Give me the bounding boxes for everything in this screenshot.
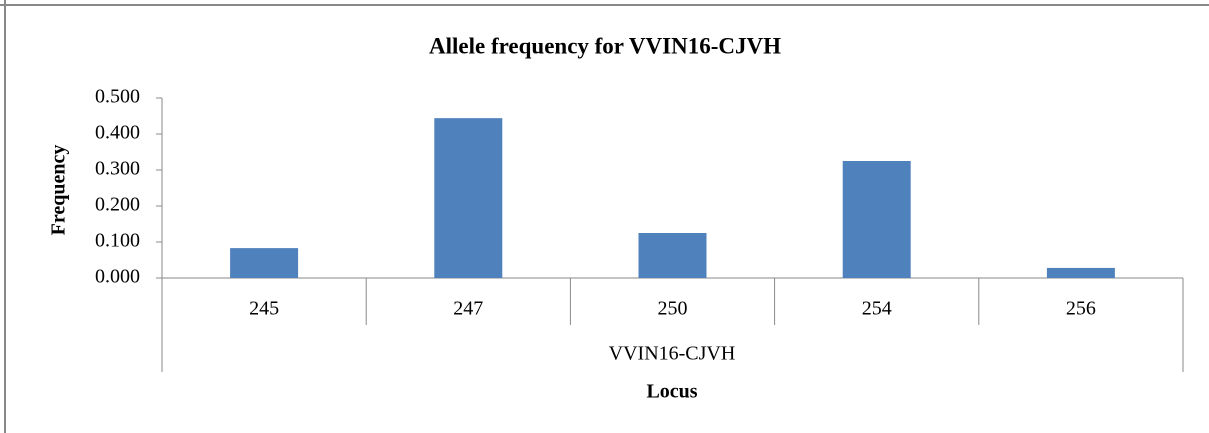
bar: [638, 233, 707, 278]
x-tick-label: 256: [1066, 298, 1096, 320]
y-tick-label: 0.300: [95, 158, 140, 180]
bar: [842, 161, 911, 278]
x-tick-label: 245: [249, 298, 279, 320]
bar: [1046, 267, 1115, 278]
x-tick-label: 247: [453, 298, 483, 320]
y-tick-label: 0.100: [95, 230, 140, 252]
x-tick-label: 254: [862, 298, 892, 320]
bar: [230, 248, 299, 278]
x-tick-label: 250: [658, 298, 688, 320]
x-axis-label: Locus: [646, 381, 697, 403]
y-tick-label: 0.000: [95, 266, 140, 288]
y-axis-label: Frequency: [48, 145, 70, 236]
y-tick-label: 0.500: [95, 86, 140, 108]
y-tick-label: 0.200: [95, 194, 140, 216]
bar: [434, 118, 503, 278]
y-tick-label: 0.400: [95, 122, 140, 144]
chart-title: Allele frequency for VVIN16-CJVH: [429, 33, 781, 58]
group-label: VVIN16-CJVH: [609, 343, 736, 365]
